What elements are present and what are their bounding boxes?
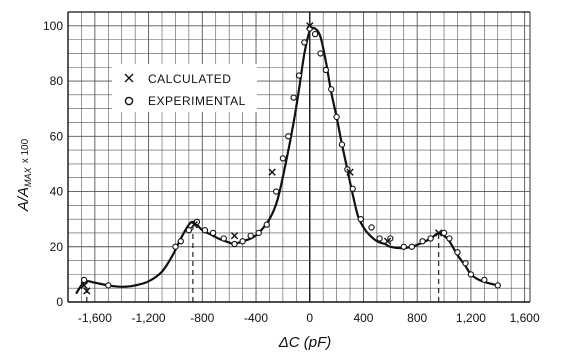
x-tick-label: 400 [353, 311, 373, 325]
y-axis-label-suffix: x 100 [20, 138, 31, 163]
experimental-point [209, 229, 217, 237]
legend-label-experimental: EXPERIMENTAL [148, 94, 246, 108]
calculated-point [434, 229, 443, 237]
experimental-point [231, 240, 238, 248]
x-tick-label: 1,600 [510, 311, 540, 325]
experimental-point [454, 249, 461, 256]
legend-marker-calculated [124, 73, 134, 83]
experimental-point [311, 30, 319, 38]
y-tick-label: 80 [50, 74, 64, 88]
experimental-point [446, 235, 453, 242]
experimental-point [494, 282, 501, 289]
experimental-point [357, 215, 364, 223]
experimental-point [201, 227, 209, 234]
axes [67, 11, 530, 303]
calculated-point-stroke [268, 168, 276, 176]
experimental-point [440, 229, 448, 237]
legend-background [112, 64, 257, 112]
calculated-point [190, 220, 198, 229]
reference-lines [86, 221, 440, 302]
experimental-point [333, 113, 340, 121]
experimental-point [376, 235, 383, 242]
experimental-point [263, 221, 270, 228]
x-tick-label: 800 [407, 311, 427, 325]
experimental-point [338, 141, 346, 148]
legend: CALCULATED EXPERIMENTAL [112, 64, 257, 112]
legend-marker-experimental [124, 96, 134, 106]
experimental-point [290, 94, 297, 101]
experimental-point [220, 235, 227, 242]
experimental-point [177, 238, 184, 245]
calculated-point [80, 281, 88, 290]
tick-labels: -1,600 -1,200 -800 -400 0 400 800 1,200 1,600 0 20… [43, 19, 540, 325]
calculated-point [306, 22, 314, 30]
experimental-point [185, 227, 193, 234]
experimental-point [80, 276, 88, 284]
experimental-point [105, 282, 112, 289]
x-tick-label: -800 [190, 311, 214, 325]
experimental-point [368, 224, 375, 231]
x-tick-label: -400 [244, 311, 268, 325]
experimental-point [273, 188, 280, 195]
calculated-point [383, 237, 392, 245]
experimental-point [279, 155, 287, 162]
y-tick-label: 20 [50, 240, 64, 254]
calculated-point-stroke [346, 168, 354, 176]
x-tick-label: 0 [306, 311, 313, 325]
calculated-point-stroke [383, 237, 392, 245]
y-axis-label: A/AMAX x 100 [15, 138, 33, 212]
experimental-point [295, 72, 303, 79]
experimental-point [481, 276, 488, 284]
experimental-point [301, 39, 308, 46]
x-tick-label: -1,200 [132, 311, 166, 325]
experimental-point [462, 260, 469, 267]
calculated-point [346, 168, 354, 176]
experimental-point [285, 133, 292, 140]
calculated-point-stroke [80, 281, 88, 290]
y-tick-label: 60 [50, 129, 64, 143]
calculated-point-stroke [230, 232, 239, 240]
calculated-point-stroke [83, 287, 91, 295]
calculated-point-stroke [190, 220, 198, 229]
experimental-point [328, 86, 335, 93]
y-axis-label-main: A/A [15, 187, 32, 212]
calculated-point [268, 168, 276, 176]
x-tick-label: -1,600 [78, 311, 112, 325]
experimental-point [349, 185, 356, 192]
calculated-point-stroke [434, 229, 443, 237]
experimental-point [247, 232, 254, 239]
y-axis-label-subscript: MAX [23, 166, 33, 187]
experimental-point [400, 243, 407, 250]
x-axis-label: ΔC (pF) [278, 334, 332, 351]
calculated-point [230, 232, 239, 240]
y-tick-label: 40 [50, 185, 64, 199]
legend-label-calculated: CALCULATED [148, 72, 231, 86]
experimental-point [317, 50, 324, 57]
experimental-point [255, 229, 262, 237]
x-tick-label: 1,200 [456, 311, 486, 325]
grid [67, 11, 531, 303]
experimental-point [172, 243, 179, 250]
experimental-point [427, 235, 434, 242]
experimental-point [419, 238, 426, 245]
y-tick-label: 0 [56, 295, 63, 309]
experimental-point [467, 271, 475, 278]
svg-text:A/AMAX x 100: A/AMAX x 100 [15, 138, 33, 212]
data-markers [80, 22, 501, 295]
calculated-point [83, 287, 91, 295]
experimental-point [239, 238, 246, 245]
calculated-point-stroke [306, 22, 314, 30]
experimental-point [322, 66, 330, 74]
y-tick-label: 100 [43, 19, 63, 33]
experimental-point [408, 243, 415, 250]
